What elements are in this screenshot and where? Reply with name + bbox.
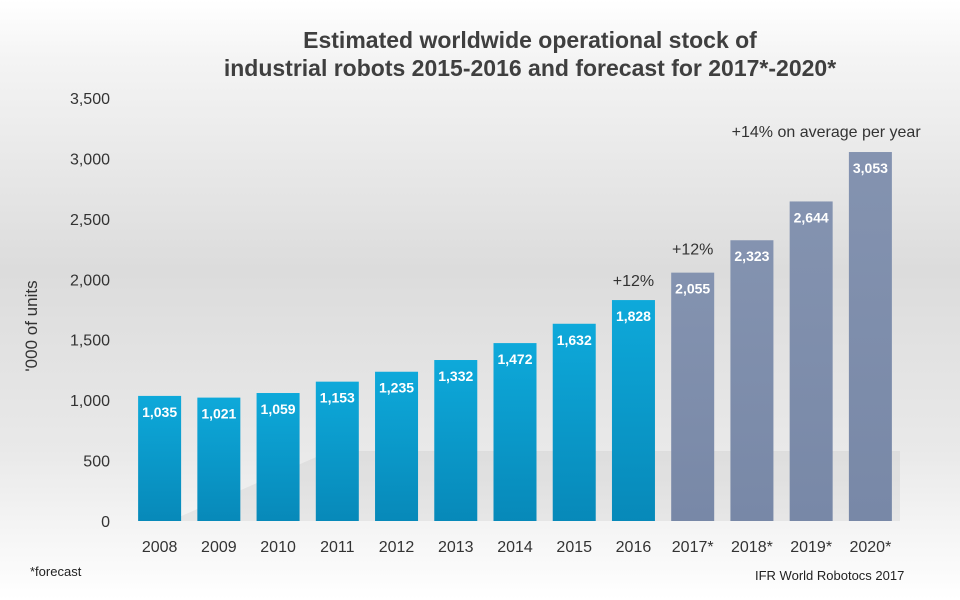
y-tick-label: 1,500 [70,333,110,350]
bar-value-label: 1,153 [320,390,355,406]
chart-title-line1: Estimated worldwide operational stock of [303,27,757,53]
bar [611,300,655,521]
x-tick-label: 2011 [320,539,355,556]
x-tick-label: 2013 [438,539,474,556]
x-tick-label: 2019* [790,539,832,556]
y-tick-label: 3,000 [70,151,110,168]
y-tick-label: 3,500 [70,91,110,108]
bar-value-label: 2,323 [734,248,769,264]
x-tick-label: 2014 [497,539,533,556]
bar-value-label: 1,472 [497,351,532,367]
y-tick-label: 500 [83,454,110,471]
bar-value-label: 1,332 [438,368,473,384]
x-tick-label: 2018* [731,539,773,556]
y-tick-label: 1,000 [70,393,110,410]
x-tick-label: 2010 [260,539,296,556]
y-tick-label: 0 [101,514,110,531]
bar [552,323,596,521]
bar [493,343,537,521]
annotation: +14% on average per year [732,124,922,141]
bar [848,152,892,522]
bar-value-label: 1,059 [261,401,296,417]
bar-value-label: 1,632 [557,332,592,348]
x-tick-label: 2008 [142,539,178,556]
x-tick-label: 2020* [849,539,891,556]
y-tick-label: 2,500 [70,212,110,229]
x-tick-label: 2016 [616,539,652,556]
x-tick-label: 2009 [201,539,237,556]
bar [197,397,241,521]
bar [434,360,478,521]
footnote: *forecast [30,564,82,579]
source-credit: IFR World Robotocs 2017 [755,568,905,583]
x-tick-label: 2012 [379,539,415,556]
bar [315,381,359,521]
bar [789,201,833,521]
bar-value-label: 1,235 [379,380,414,396]
y-tick-label: 2,000 [70,272,110,289]
bar-value-label: 2,644 [794,209,829,225]
bar [256,393,300,521]
bar-value-label: 3,053 [853,160,888,176]
chart-title-line2: industrial robots 2015-2016 and forecast… [223,55,837,81]
bar-value-label: 1,021 [201,406,236,422]
x-tick-label: 2015 [556,539,592,556]
bar [671,272,715,521]
bar-value-label: 1,828 [616,308,651,324]
bar-value-label: 1,035 [142,404,177,420]
annotation: +12% [672,242,713,259]
bar [138,395,182,521]
bar-value-label: 2,055 [675,281,710,297]
bar [375,371,419,521]
x-tick-label: 2017* [672,539,714,556]
bar [730,240,774,522]
annotation: +12% [613,273,654,290]
